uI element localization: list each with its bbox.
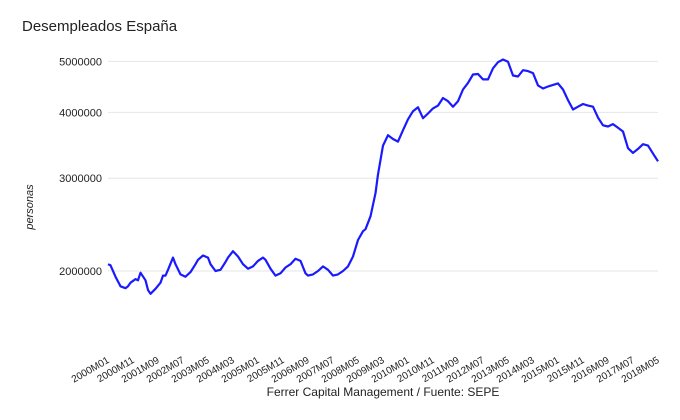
y-tick-label: 5000000 [59, 56, 102, 68]
gridlines [108, 60, 658, 272]
y-axis-ticks: 2000000 3000000 4000000 5000000 [59, 56, 102, 278]
y-tick-label: 4000000 [59, 107, 102, 119]
x-axis-label: Ferrer Capital Management / Fuente: SEPE [267, 385, 500, 399]
y-tick-label: 2000000 [59, 266, 102, 278]
y-axis-label: personas [24, 184, 36, 231]
chart-title: Desempleados España [22, 18, 178, 35]
series-line-desempleados [107, 58, 659, 295]
y-tick-label: 3000000 [59, 173, 102, 185]
x-axis-ticks: 2000M012000M112001M092002M072003M052004M… [70, 355, 662, 386]
